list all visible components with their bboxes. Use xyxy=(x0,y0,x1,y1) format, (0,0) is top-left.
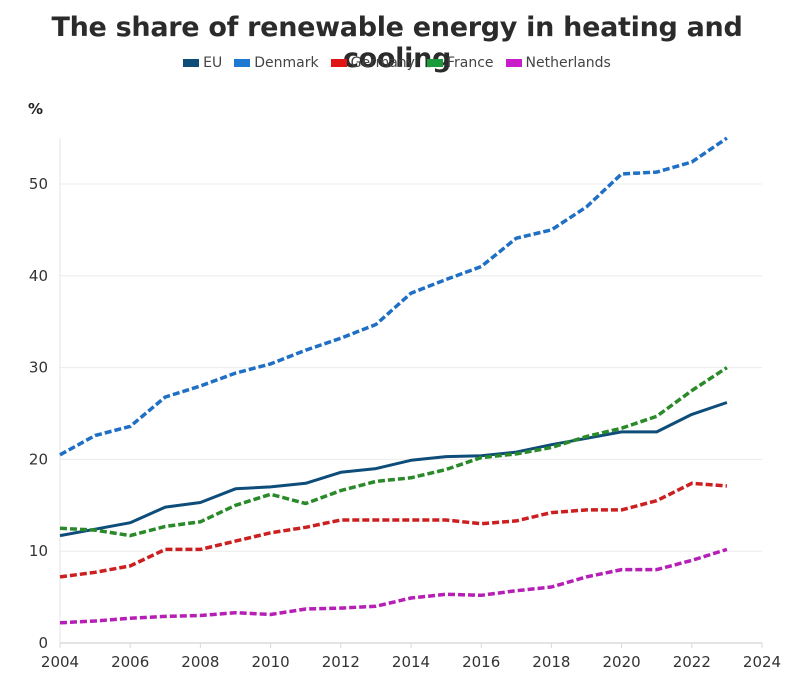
series-line-netherlands xyxy=(59,547,728,625)
x-tick-label: 2008 xyxy=(181,653,219,671)
y-tick-label: 40 xyxy=(29,267,48,285)
x-tick-label: 2010 xyxy=(252,653,290,671)
legend-swatch-germany xyxy=(330,59,347,67)
series-lines xyxy=(59,136,728,625)
y-tick-label: 0 xyxy=(38,634,48,652)
y-tick-label: 30 xyxy=(29,359,48,377)
legend-swatch-denmark xyxy=(234,59,251,67)
legend-item-france[interactable]: France xyxy=(426,55,494,71)
gridlines xyxy=(60,183,762,644)
y-tick-label: 10 xyxy=(29,542,48,560)
legend-label: France xyxy=(446,55,494,71)
chart-title: The share of renewable energy in heating… xyxy=(51,12,743,74)
legend-swatch-france xyxy=(426,59,443,67)
x-tick-label: 2020 xyxy=(603,653,641,671)
axes: 0 10 20 30 40 50 2004 2006 2008 2010 2012 2014 2016 2… xyxy=(29,138,781,671)
legend: EU Denmark Germany France Netherlands xyxy=(0,55,794,71)
x-tick-label: 2006 xyxy=(111,653,149,671)
legend-swatch-netherlands xyxy=(505,59,522,67)
x-tick-label: 2014 xyxy=(392,653,430,671)
x-tick-label: 2016 xyxy=(462,653,500,671)
legend-label: Denmark xyxy=(254,55,319,71)
x-tick-label: 2012 xyxy=(322,653,360,671)
legend-label: Netherlands xyxy=(525,55,611,71)
legend-item-netherlands[interactable]: Netherlands xyxy=(505,55,611,71)
legend-item-eu[interactable]: EU xyxy=(183,55,222,71)
legend-item-denmark[interactable]: Denmark xyxy=(234,55,319,71)
legend-label: EU xyxy=(203,55,223,71)
x-tick-label: 2024 xyxy=(743,653,781,671)
y-axis-unit-label: % xyxy=(28,100,44,118)
x-tick-label: 2022 xyxy=(673,653,711,671)
legend-swatch-eu xyxy=(183,59,200,67)
series-line-eu xyxy=(59,401,728,538)
series-line-denmark xyxy=(59,136,728,457)
x-tick-label: 2004 xyxy=(41,653,79,671)
y-tick-label: 20 xyxy=(29,450,48,468)
series-line-germany xyxy=(59,481,728,579)
x-tick-label: 2018 xyxy=(532,653,570,671)
legend-item-germany[interactable]: Germany xyxy=(330,55,415,71)
series-line-france xyxy=(59,366,728,538)
legend-label: Germany xyxy=(350,55,415,71)
y-tick-label: 50 xyxy=(29,175,48,193)
